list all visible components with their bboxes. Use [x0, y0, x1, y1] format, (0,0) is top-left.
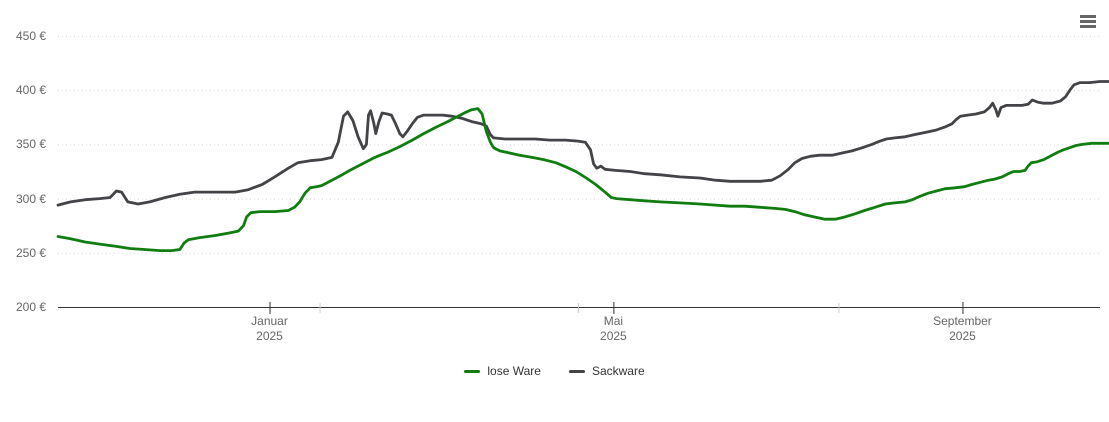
legend-swatch-lose-ware-icon	[464, 369, 481, 373]
y-axis-label: 450 €	[15, 29, 46, 43]
y-axis-label: 200 €	[15, 300, 46, 314]
legend-label-lose-ware: lose Ware	[487, 364, 541, 378]
legend-item-sackware[interactable]: Sackware	[568, 364, 645, 378]
y-axis-label: 350 €	[15, 137, 46, 152]
y-axis-label: 300 €	[15, 191, 46, 206]
y-axis-label: 250 €	[15, 245, 46, 260]
x-axis-label: Mai 2025	[600, 314, 627, 343]
legend-item-lose-ware[interactable]: lose Ware	[464, 364, 541, 378]
legend-label-sackware: Sackware	[591, 364, 645, 378]
series-line-sackware	[56, 80, 1109, 207]
x-axis-label: September 2025	[933, 314, 992, 343]
series-line-lose-ware	[56, 107, 1109, 252]
chart-context-menu-button[interactable]	[1076, 10, 1100, 32]
x-axis-label: Januar 2025	[251, 314, 288, 343]
y-axis-label: 400 €	[15, 83, 46, 98]
chart-legend: lose Ware Sackware	[0, 364, 1109, 378]
legend-swatch-sackware-icon	[568, 369, 585, 373]
